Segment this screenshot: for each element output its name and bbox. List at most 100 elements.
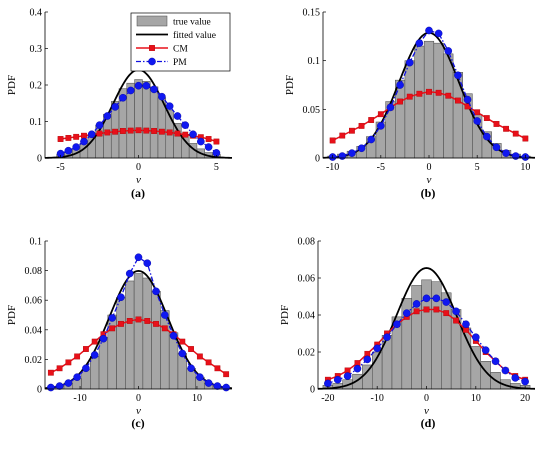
cm-point bbox=[91, 338, 98, 345]
pm-point bbox=[158, 92, 166, 101]
pm-point bbox=[142, 81, 151, 90]
pm-point bbox=[452, 307, 460, 316]
cm-point bbox=[143, 127, 150, 134]
pm-point bbox=[373, 344, 381, 353]
panel-caption: (a) bbox=[131, 186, 145, 200]
pm-point bbox=[363, 355, 372, 364]
pm-point bbox=[64, 146, 73, 155]
cm-point bbox=[182, 131, 189, 138]
legend-label: CM bbox=[173, 45, 188, 55]
pm-point bbox=[64, 379, 73, 387]
histogram-bar bbox=[151, 291, 161, 390]
y-tick-label: 0.05 bbox=[303, 105, 321, 116]
cm-point bbox=[151, 128, 157, 134]
y-tick-label: 0 bbox=[37, 385, 42, 396]
legend-label: fitted value bbox=[173, 30, 216, 41]
pm-point bbox=[472, 333, 480, 342]
cm-point bbox=[112, 128, 119, 135]
cm-point bbox=[188, 346, 194, 352]
pm-series-line bbox=[332, 29, 526, 158]
x-axis-label: v bbox=[424, 405, 429, 417]
fitted-curve bbox=[317, 267, 536, 390]
y-tick-label: 0.3 bbox=[30, 44, 43, 55]
pm-point bbox=[492, 143, 501, 152]
y-axis-label: PDF bbox=[6, 75, 18, 95]
pm-point bbox=[108, 314, 117, 322]
cm-point bbox=[47, 369, 54, 376]
cm-point bbox=[453, 317, 459, 324]
x-tick-label: -10 bbox=[326, 162, 339, 173]
pm-point bbox=[521, 377, 529, 386]
pm-series-line bbox=[50, 256, 227, 389]
pm-point bbox=[165, 102, 174, 110]
y-tick-label: 0.15 bbox=[303, 8, 321, 19]
histogram-bar bbox=[160, 310, 170, 390]
cm-point bbox=[56, 365, 63, 372]
y-tick-label: 0.04 bbox=[25, 325, 43, 336]
y-tick-label: 0.2 bbox=[30, 81, 43, 92]
cm-point bbox=[174, 130, 181, 137]
pm-point bbox=[152, 287, 160, 296]
x-tick-label: 10 bbox=[520, 162, 530, 173]
cm-point bbox=[483, 115, 490, 121]
pm-point bbox=[143, 259, 152, 268]
histogram-bar bbox=[433, 42, 444, 159]
x-tick-label: 0 bbox=[136, 162, 141, 173]
pm-point bbox=[111, 103, 119, 111]
pm-point bbox=[473, 117, 481, 125]
histogram-bar bbox=[90, 356, 100, 390]
cm-point bbox=[329, 137, 336, 144]
y-tick-label: 0.06 bbox=[25, 296, 43, 307]
cm-point bbox=[96, 130, 103, 137]
histogram-bar bbox=[87, 135, 96, 159]
legend-label: PM bbox=[173, 58, 187, 68]
y-tick-label: 0.1 bbox=[30, 117, 43, 128]
x-axis-label: v bbox=[427, 174, 432, 186]
cm-point bbox=[423, 306, 430, 313]
pm-point bbox=[187, 364, 195, 373]
cm-point bbox=[493, 121, 500, 127]
cm-point bbox=[120, 128, 126, 134]
histogram-bar bbox=[404, 60, 415, 159]
pm-point bbox=[348, 149, 356, 157]
pm-point bbox=[103, 112, 112, 120]
pm-point bbox=[160, 311, 169, 319]
histogram-bar bbox=[116, 296, 126, 390]
x-tick-label: 0 bbox=[424, 393, 429, 404]
pm-point bbox=[324, 379, 332, 388]
pm-point bbox=[119, 93, 127, 102]
x-tick-label: 10 bbox=[192, 393, 202, 404]
pm-point bbox=[501, 366, 510, 375]
cm-point bbox=[339, 132, 346, 139]
pm-point bbox=[134, 81, 143, 90]
legend-swatch-bar bbox=[136, 15, 168, 27]
cm-point bbox=[433, 306, 440, 313]
pm-point bbox=[80, 137, 88, 146]
cm-point bbox=[135, 316, 142, 323]
pm-point bbox=[125, 269, 134, 278]
histogram-bar bbox=[126, 82, 135, 159]
pm-point bbox=[222, 383, 230, 392]
pm-point bbox=[415, 39, 424, 47]
cm-point bbox=[397, 98, 403, 105]
cm-point bbox=[377, 111, 384, 118]
cm-point bbox=[65, 135, 72, 141]
pm-point bbox=[511, 374, 520, 382]
pm-point bbox=[425, 26, 433, 35]
legend-label: true value bbox=[173, 18, 211, 28]
pm-point bbox=[126, 86, 135, 95]
x-tick-label: -20 bbox=[321, 393, 334, 404]
cm-point bbox=[57, 136, 64, 142]
x-tick-label: -10 bbox=[371, 393, 384, 404]
y-tick-label: 0 bbox=[37, 154, 42, 165]
pm-point bbox=[213, 382, 222, 390]
cm-point bbox=[213, 138, 220, 145]
pm-point bbox=[204, 143, 213, 151]
cm-point bbox=[104, 129, 111, 136]
pm-point bbox=[87, 130, 96, 139]
cm-point bbox=[445, 92, 452, 99]
pm-point bbox=[377, 122, 385, 130]
pm-point bbox=[396, 81, 404, 89]
cm-point bbox=[196, 353, 203, 360]
cm-point bbox=[126, 318, 133, 324]
